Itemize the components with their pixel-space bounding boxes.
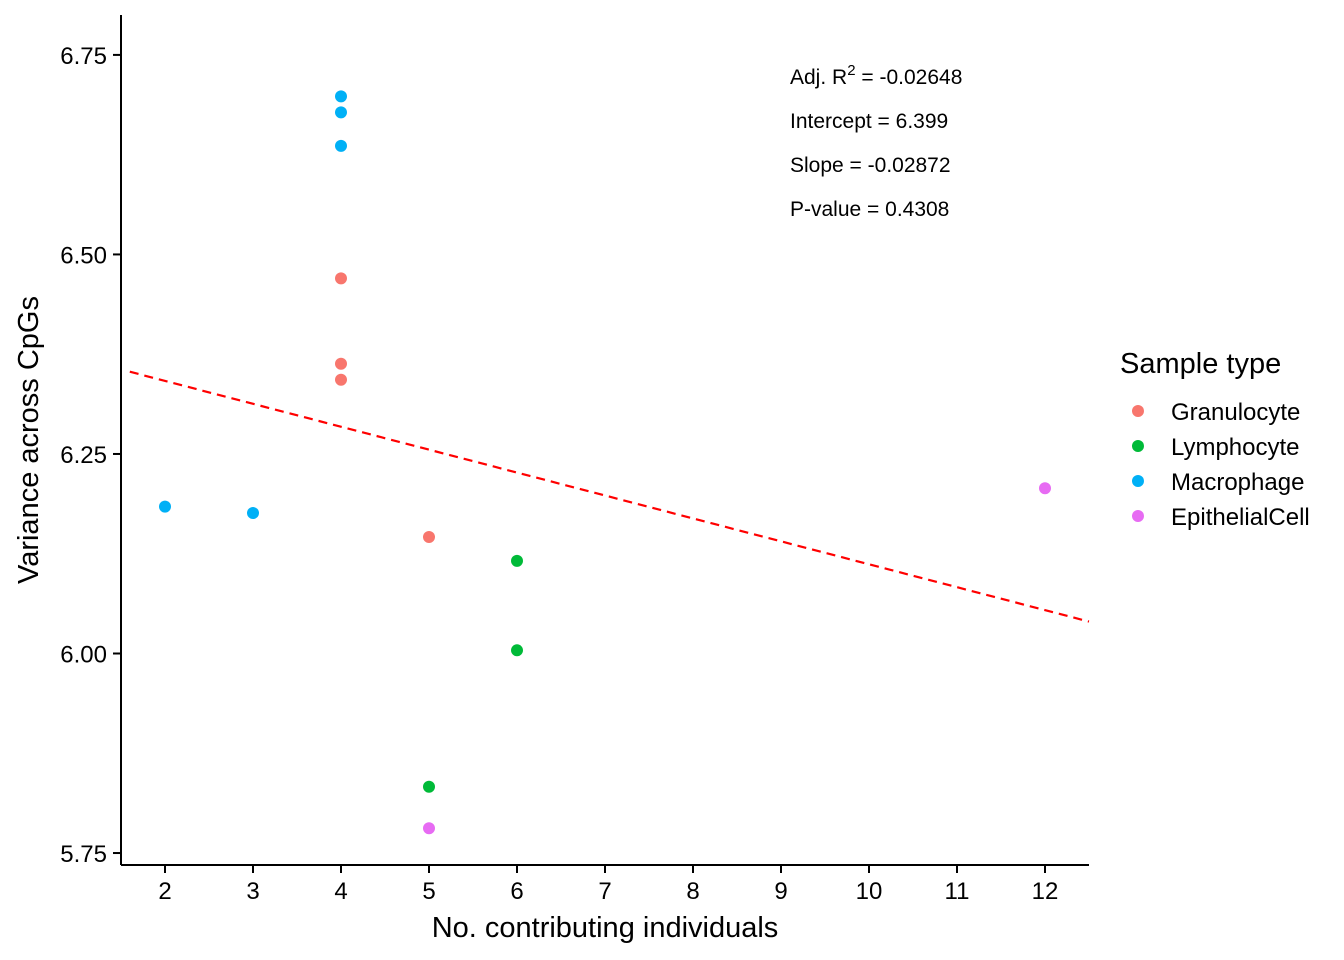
legend-label-epithelialcell: EpithelialCell — [1171, 504, 1310, 531]
x-tick-label: 4 — [334, 878, 347, 905]
y-tick-label: 6.25 — [60, 442, 107, 469]
data-point-lymphocyte — [423, 780, 435, 793]
legend-key-granulocyte — [1132, 405, 1144, 417]
x-axis-title: No. contributing individuals — [432, 912, 779, 944]
data-point-granulocyte — [335, 373, 347, 386]
data-point-epithelialcell — [423, 822, 435, 835]
x-tick-label: 9 — [774, 878, 787, 905]
data-point-macrophage — [247, 507, 259, 520]
y-tick-label: 5.75 — [60, 841, 107, 868]
data-point-macrophage — [335, 139, 347, 152]
x-tick-label: 7 — [598, 878, 611, 905]
adj-r2-annotation: Adj. R2 = -0.02648 — [790, 62, 962, 89]
y-tick-label: 6.75 — [60, 43, 107, 70]
legend-label-lymphocyte: Lymphocyte — [1171, 434, 1300, 461]
data-point-lymphocyte — [511, 644, 523, 657]
legend-key-lymphocyte — [1132, 440, 1144, 452]
legend-key-epithelialcell — [1132, 510, 1144, 522]
legend-title: Sample type — [1120, 348, 1281, 380]
plot-area: 2 3 4 5 6 7 8 9 10 11 12 5.75 6.00 6.25 6.50 6.75 — [60, 15, 1090, 905]
data-point-lymphocyte — [511, 554, 523, 567]
x-tick-label: 11 — [945, 878, 970, 905]
data-points — [159, 90, 1051, 835]
data-point-macrophage — [335, 90, 347, 103]
x-tick-label: 12 — [1032, 878, 1059, 905]
x-tick-label: 8 — [686, 878, 699, 905]
x-tick-label: 10 — [856, 878, 883, 905]
legend-label-macrophage: Macrophage — [1171, 469, 1304, 496]
data-point-granulocyte — [423, 530, 435, 543]
data-point-granulocyte — [335, 272, 347, 285]
x-tick-label: 6 — [510, 878, 523, 905]
x-tick-label: 3 — [246, 878, 259, 905]
intercept-annotation: Intercept = 6.399 — [790, 110, 948, 133]
legend: Sample type Granulocyte Lymphocyte Macroph… — [1120, 348, 1310, 531]
regression-line — [129, 370, 1090, 623]
x-tick-label: 2 — [158, 878, 171, 905]
regression-annotations: Adj. R2 = -0.02648 Intercept = 6.399 Slo… — [790, 62, 962, 221]
data-point-macrophage — [159, 500, 171, 513]
x-tick-label: 5 — [422, 878, 435, 905]
data-point-macrophage — [335, 106, 347, 119]
y-axis-title: Variance across CpGs — [13, 296, 45, 584]
legend-key-macrophage — [1132, 475, 1144, 487]
y-tick-label: 6.00 — [60, 641, 107, 668]
data-point-granulocyte — [335, 357, 347, 370]
x-axis-ticks: 2 3 4 5 6 7 8 9 10 11 12 — [158, 865, 1058, 905]
slope-annotation: Slope = -0.02872 — [790, 154, 951, 177]
legend-label-granulocyte: Granulocyte — [1171, 399, 1300, 426]
legend-items: Granulocyte Lymphocyte Macrophage Epithelia… — [1132, 399, 1310, 531]
regression-line-group — [129, 370, 1090, 623]
y-axis-ticks: 5.75 6.00 6.25 6.50 6.75 — [60, 43, 121, 868]
y-tick-label: 6.50 — [60, 242, 107, 269]
data-point-epithelialcell — [1039, 482, 1051, 495]
pvalue-annotation: P-value = 0.4308 — [790, 198, 949, 221]
